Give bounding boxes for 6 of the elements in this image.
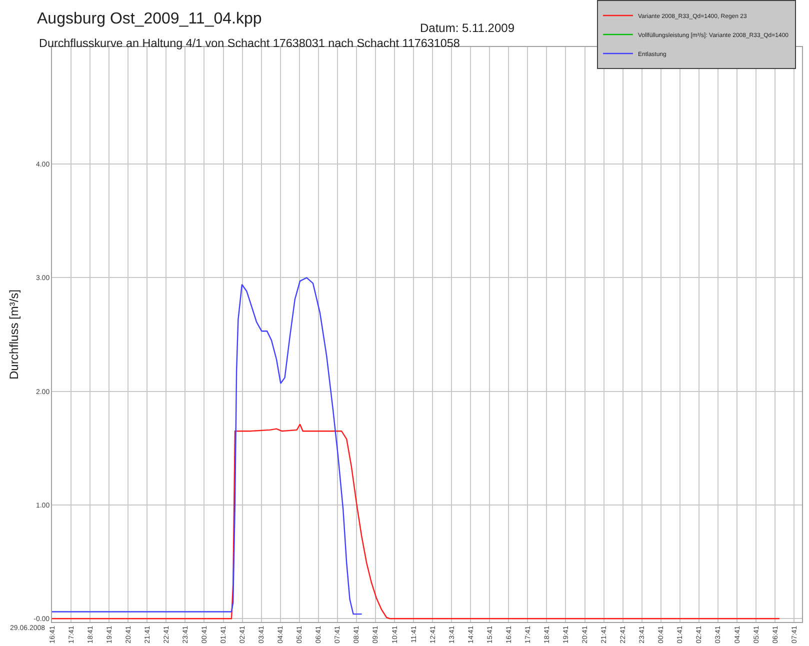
- text: Datum: 5.11.2009: [420, 21, 515, 35]
- chart-title: Augsburg Ost_2009_11_04.kpp: [37, 10, 262, 28]
- line-series: [52, 424, 780, 620]
- y-axis-title: Durchfluss [m³/s]: [6, 289, 21, 380]
- line-series: [52, 277, 362, 615]
- chart-subtitle: Durchflusskurve an Haltung 4/1 von Schacht 17638031 nach Schacht 117631058: [39, 37, 460, 50]
